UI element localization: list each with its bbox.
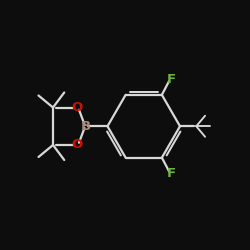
Text: O: O	[71, 101, 82, 114]
Text: B: B	[81, 120, 91, 133]
Text: F: F	[166, 73, 175, 86]
Text: F: F	[166, 167, 175, 180]
Text: O: O	[71, 138, 82, 151]
